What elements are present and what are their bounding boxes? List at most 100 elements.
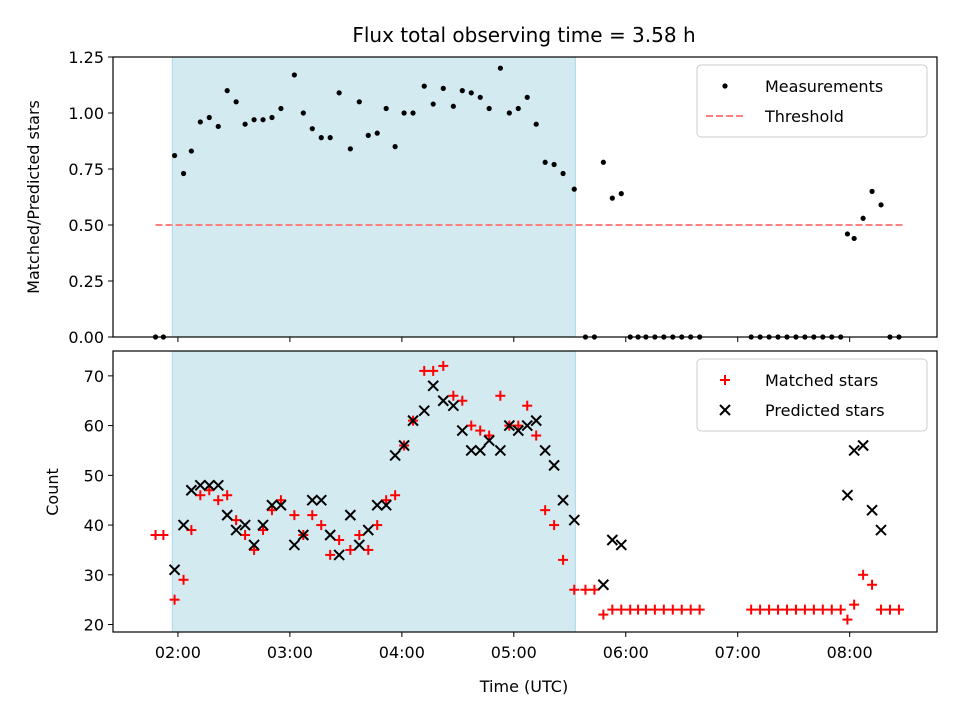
y-tick-label: 0.25 bbox=[68, 272, 104, 291]
data-point bbox=[410, 110, 416, 116]
data-point bbox=[180, 170, 187, 177]
data-point bbox=[531, 430, 542, 441]
data-point bbox=[667, 604, 678, 615]
data-point bbox=[213, 495, 224, 506]
data-point bbox=[513, 420, 524, 431]
data-point bbox=[875, 524, 887, 536]
data-point bbox=[466, 420, 477, 431]
y-tick-label: 1.25 bbox=[68, 48, 104, 67]
data-point bbox=[158, 530, 169, 541]
data-point bbox=[878, 202, 884, 208]
data-point bbox=[456, 424, 469, 437]
data-point bbox=[362, 524, 374, 536]
data-point bbox=[215, 123, 221, 130]
y-tick-label: 0.50 bbox=[68, 216, 104, 235]
x-tick-label: 04:00 bbox=[379, 643, 425, 662]
data-point bbox=[242, 121, 248, 127]
data-point bbox=[389, 449, 401, 462]
y-tick-label: 20 bbox=[84, 616, 104, 635]
data-point bbox=[398, 439, 410, 452]
data-point bbox=[344, 509, 357, 521]
data-point bbox=[497, 65, 503, 71]
data-point bbox=[755, 604, 766, 615]
x-tick-label: 07:00 bbox=[715, 643, 761, 662]
data-point bbox=[365, 132, 371, 138]
data-point bbox=[568, 514, 580, 526]
data-point bbox=[618, 191, 624, 197]
data-point bbox=[197, 119, 203, 125]
y-tick-label: 70 bbox=[84, 367, 104, 386]
data-point bbox=[477, 94, 483, 100]
top-y-axis-label: Matched/Predicted stars bbox=[24, 100, 43, 294]
data-point bbox=[494, 444, 507, 457]
data-point bbox=[867, 579, 878, 590]
data-point bbox=[221, 509, 233, 521]
data-point bbox=[746, 604, 757, 615]
data-point bbox=[459, 88, 465, 94]
data-point bbox=[249, 544, 260, 555]
data-point bbox=[542, 159, 548, 165]
data-point bbox=[188, 148, 194, 154]
data-point bbox=[609, 195, 615, 201]
data-point bbox=[658, 604, 669, 615]
data-point bbox=[381, 495, 392, 506]
data-point bbox=[206, 114, 212, 121]
data-point bbox=[580, 584, 591, 595]
data-point bbox=[392, 144, 398, 150]
data-point bbox=[427, 380, 439, 392]
y-tick-label: 50 bbox=[84, 466, 104, 485]
data-point bbox=[858, 569, 869, 580]
data-point bbox=[239, 519, 251, 531]
data-point bbox=[607, 604, 618, 615]
x-axis-label: Time (UTC) bbox=[479, 677, 568, 696]
data-point bbox=[248, 539, 260, 551]
data-point bbox=[300, 110, 306, 116]
data-point bbox=[258, 525, 269, 536]
data-point bbox=[306, 494, 318, 506]
data-point bbox=[589, 584, 600, 595]
data-point bbox=[336, 90, 342, 96]
data-point bbox=[515, 105, 521, 112]
data-point bbox=[503, 419, 516, 432]
data-point bbox=[430, 101, 436, 107]
data-point bbox=[419, 365, 430, 376]
data-point bbox=[808, 604, 819, 615]
data-point bbox=[324, 529, 336, 541]
data-point bbox=[817, 604, 828, 615]
shaded-observing-span bbox=[171, 56, 576, 338]
data-point bbox=[521, 419, 533, 432]
legend-box bbox=[696, 358, 928, 432]
y-tick-label: 0.00 bbox=[68, 328, 104, 347]
data-point bbox=[428, 365, 439, 376]
legend-label: Predicted stars bbox=[765, 401, 885, 420]
x-tick-label: 05:00 bbox=[491, 643, 537, 662]
y-tick-label: 0.75 bbox=[68, 160, 104, 179]
data-point bbox=[781, 604, 792, 615]
data-point bbox=[640, 604, 651, 615]
data-point bbox=[560, 170, 566, 177]
data-point bbox=[353, 539, 366, 551]
data-point bbox=[171, 152, 178, 159]
x-tick-label: 03:00 bbox=[267, 643, 313, 662]
legend-label: Matched stars bbox=[765, 371, 878, 390]
data-point bbox=[288, 539, 301, 551]
data-point bbox=[860, 215, 866, 221]
data-point bbox=[168, 564, 181, 576]
data-point bbox=[557, 494, 569, 506]
data-point bbox=[363, 544, 374, 555]
data-point bbox=[848, 444, 860, 457]
data-point bbox=[790, 604, 801, 615]
data-point bbox=[551, 161, 557, 168]
data-point bbox=[178, 574, 189, 585]
data-point bbox=[371, 499, 383, 511]
data-point bbox=[289, 510, 300, 521]
legend-marker bbox=[719, 404, 731, 416]
data-point bbox=[799, 604, 810, 615]
data-point bbox=[475, 425, 486, 436]
data-point bbox=[558, 554, 569, 565]
data-point bbox=[260, 117, 266, 123]
data-point bbox=[842, 614, 853, 625]
data-point bbox=[275, 499, 287, 511]
data-point bbox=[327, 135, 333, 141]
